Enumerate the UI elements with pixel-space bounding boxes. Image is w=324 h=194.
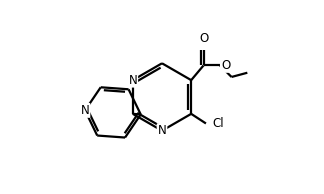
Text: O: O: [199, 32, 208, 45]
Text: N: N: [128, 74, 137, 87]
Text: Cl: Cl: [213, 117, 224, 130]
Text: N: N: [81, 104, 89, 117]
Text: O: O: [221, 59, 230, 72]
Text: N: N: [157, 124, 167, 137]
